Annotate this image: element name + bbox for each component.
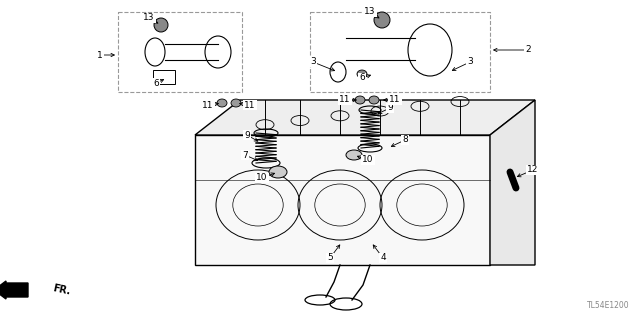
Text: 9: 9 bbox=[244, 130, 250, 139]
Ellipse shape bbox=[346, 150, 362, 160]
Text: 11: 11 bbox=[202, 100, 214, 109]
Text: 3: 3 bbox=[467, 57, 473, 66]
Text: 11: 11 bbox=[389, 95, 401, 105]
Text: TL54E1200: TL54E1200 bbox=[588, 301, 630, 310]
Text: 11: 11 bbox=[244, 100, 256, 109]
Polygon shape bbox=[195, 135, 490, 265]
Bar bbox=[153, 70, 175, 84]
Text: 9: 9 bbox=[387, 103, 393, 113]
Bar bbox=[310, 12, 490, 92]
Text: 10: 10 bbox=[362, 155, 374, 165]
Text: 1: 1 bbox=[97, 50, 103, 60]
Ellipse shape bbox=[357, 70, 367, 78]
Text: 11: 11 bbox=[339, 95, 351, 105]
Text: 12: 12 bbox=[527, 166, 539, 174]
Text: 4: 4 bbox=[380, 254, 386, 263]
Text: 8: 8 bbox=[402, 136, 408, 145]
Text: 7: 7 bbox=[242, 151, 248, 160]
Ellipse shape bbox=[231, 99, 241, 107]
Ellipse shape bbox=[269, 166, 287, 178]
FancyArrow shape bbox=[0, 281, 28, 299]
Ellipse shape bbox=[154, 18, 168, 32]
Ellipse shape bbox=[217, 99, 227, 107]
Text: 13: 13 bbox=[364, 8, 376, 17]
Text: 10: 10 bbox=[256, 174, 268, 182]
Text: FR.: FR. bbox=[52, 283, 72, 297]
Text: 13: 13 bbox=[143, 13, 155, 23]
Text: 6: 6 bbox=[153, 78, 159, 87]
Text: 2: 2 bbox=[525, 46, 531, 55]
Text: 6: 6 bbox=[359, 73, 365, 83]
Polygon shape bbox=[195, 100, 535, 135]
Polygon shape bbox=[490, 100, 535, 265]
Text: 3: 3 bbox=[310, 57, 316, 66]
Ellipse shape bbox=[355, 96, 365, 104]
Ellipse shape bbox=[369, 96, 379, 104]
Text: 5: 5 bbox=[327, 254, 333, 263]
Bar bbox=[118, 12, 242, 92]
Ellipse shape bbox=[374, 12, 390, 28]
